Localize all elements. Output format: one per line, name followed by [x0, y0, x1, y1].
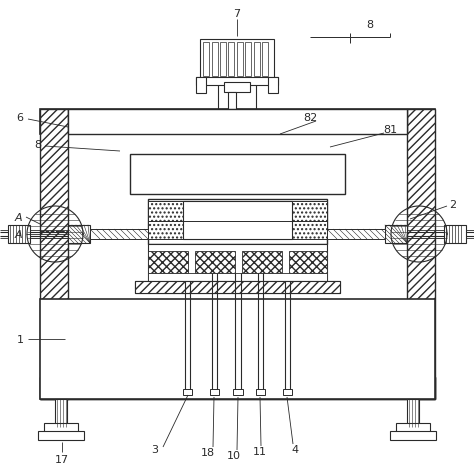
Text: 8: 8 [366, 20, 374, 30]
Bar [210, 389, 219, 395]
Bar [289, 251, 327, 273]
Bar [130, 155, 345, 195]
Bar [68, 226, 90, 244]
Bar [292, 201, 327, 239]
Bar [196, 78, 206, 94]
Bar [40, 110, 435, 135]
Bar [222, 110, 242, 118]
Text: A: A [14, 229, 22, 239]
Bar [55, 399, 67, 427]
Bar [203, 43, 209, 77]
Bar [396, 423, 430, 433]
Bar [68, 110, 407, 135]
Bar [283, 389, 292, 395]
Bar [40, 377, 435, 399]
Bar [148, 245, 327, 284]
Text: 11: 11 [253, 446, 267, 456]
Bar [224, 83, 250, 93]
Bar [246, 43, 252, 77]
Bar [268, 78, 278, 94]
Bar [183, 201, 292, 239]
Bar [148, 201, 183, 239]
Bar [228, 43, 235, 77]
Bar [8, 226, 30, 244]
Bar [135, 281, 340, 293]
Bar [183, 389, 192, 395]
Bar [196, 78, 278, 86]
Text: 10: 10 [227, 450, 241, 460]
Bar [242, 251, 282, 273]
Bar [220, 43, 226, 77]
Bar [40, 110, 68, 399]
Bar [256, 389, 265, 395]
Text: 82: 82 [303, 113, 317, 123]
Text: 3: 3 [152, 444, 158, 454]
Bar [148, 273, 327, 281]
Bar [135, 281, 340, 293]
Bar [200, 40, 274, 80]
Bar [237, 43, 243, 77]
Bar [407, 399, 419, 427]
Text: 7: 7 [233, 9, 241, 19]
Bar [44, 423, 78, 433]
Bar [228, 93, 236, 113]
Bar [211, 43, 218, 77]
Bar [40, 377, 435, 399]
Bar [90, 229, 148, 239]
Bar [390, 431, 436, 440]
Bar [38, 431, 84, 440]
Bar [222, 112, 229, 119]
Text: 17: 17 [55, 454, 69, 464]
Bar [327, 229, 385, 239]
Bar [444, 226, 466, 244]
Text: 18: 18 [201, 447, 215, 457]
Text: 1: 1 [17, 334, 24, 344]
Text: A: A [14, 213, 22, 223]
Text: 4: 4 [292, 444, 299, 454]
Bar [195, 251, 235, 273]
Bar [254, 43, 260, 77]
Bar [233, 389, 243, 395]
Bar [148, 251, 188, 273]
Bar [148, 199, 327, 245]
Bar [407, 110, 435, 399]
Text: 6: 6 [17, 113, 24, 123]
Bar [263, 43, 268, 77]
Text: 8: 8 [35, 140, 42, 149]
Text: 2: 2 [449, 199, 456, 209]
Bar [40, 299, 435, 399]
Bar [385, 226, 407, 244]
Bar [245, 112, 252, 119]
Text: 81: 81 [383, 125, 397, 135]
Bar [218, 75, 256, 83]
